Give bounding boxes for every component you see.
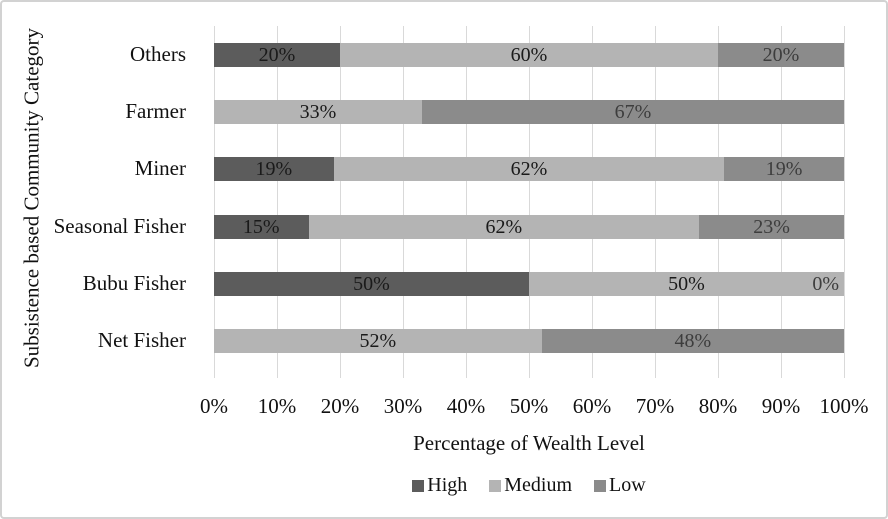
bar-segment-label: 15% [242,215,280,238]
legend-label: High [427,474,468,496]
bar-row: 0%33%67% [214,100,844,124]
bar-segment-label: 60% [510,43,548,66]
bar-segment-high: 20% [214,42,340,67]
legend: High Medium Low [214,474,844,497]
bar-row: 0%52%48% [214,329,844,354]
gridline [844,26,845,370]
x-tick-label: 20% [320,394,360,418]
category-label: Farmer [125,99,186,123]
axis-tick [340,370,341,378]
x-tick-label: 0% [200,394,228,418]
category-label: Others [130,41,186,66]
bar-segment-medium: 52% [214,329,542,354]
bar-segment-label: 20% [258,43,296,66]
x-tick-label: 50% [509,394,549,418]
axis-tick [592,370,593,378]
bar-row: 15% 62% 23% [214,214,844,239]
category-label: Bubu Fisher [82,271,186,295]
category-label: Net Fisher [97,328,186,353]
legend-marker-icon [489,479,502,492]
bar-segment-high: 15% [214,214,309,239]
legend-marker-icon [594,479,607,492]
bar-segment-medium: 60% [340,42,718,67]
bar-segment-medium: 62% [333,157,725,182]
gridline [340,26,341,370]
bar-row: 20% 60% 20% [214,42,844,67]
bar-segment-label: 23% [753,215,790,238]
axis-tick [844,370,845,378]
legend-item-low: Low [594,474,646,497]
legend-label: Medium [504,474,573,496]
gridline [529,26,530,370]
bar-segment-medium: 62% [308,214,700,239]
bar-segment-label: 62% [510,158,548,181]
x-axis-tick-labels: 0% 10% 20% 30% 40% 50% 60% 70% 80% 90% 100% [200,394,869,420]
bar-segment-label: 33% [299,101,337,123]
axis-tick [529,370,530,378]
gridline [403,26,404,370]
axis-tick [718,370,719,378]
gridline [781,26,782,370]
axis-tick [655,370,656,378]
bar-segment-medium: 50% [529,272,844,296]
bar-segment-low: 23% [699,214,844,239]
bar-segment-high: 19% [214,157,334,182]
x-tick-label: 80% [698,394,738,418]
legend-item-high: High [412,474,467,497]
category-label: Miner [134,156,186,181]
x-axis-title: Percentage of Wealth Level [413,431,645,455]
x-tick-label: 70% [635,394,675,418]
bar-segment-high: 50% [214,272,529,296]
bar-segment-label: 52% [359,330,397,353]
gridline [214,26,215,370]
bar-segment-label: 62% [485,215,523,238]
bar-segment-label-zero: 0% [812,273,839,295]
bar-segment-low: 20% [718,42,844,67]
gridline [277,26,278,370]
bar-segment-medium: 33% [214,100,422,124]
axis-tick [277,370,278,378]
bar-segment-label: 67% [614,101,652,123]
x-tick-label: 100% [819,394,869,418]
x-tick-label: 90% [761,394,801,418]
bar-segment-label: 19% [765,158,803,181]
bar-segment-label: 48% [674,330,712,353]
x-tick-label: 30% [383,394,423,418]
category-axis-labels: Others Farmer Miner Seasonal Fisher Bubu Fis… [2,26,200,370]
bar-segment-label: 19% [255,158,293,181]
axis-tick [403,370,404,378]
bar-segment-label: 50% [668,273,705,295]
gridline [655,26,656,370]
bar-segment-label: 20% [762,43,800,66]
bar-row: 19% 62% 19% [214,157,844,182]
x-tick-label: 60% [572,394,612,418]
gridline [718,26,719,370]
bar-segment-low: 19% [724,157,844,182]
axis-tick [466,370,467,378]
bar-segment-low: 48% [541,329,844,354]
axis-tick [214,370,215,378]
legend-label: Low [609,474,646,496]
category-label: Seasonal Fisher [53,213,186,238]
x-tick-label: 40% [446,394,486,418]
x-tick-label: 10% [257,394,297,418]
gridline [466,26,467,370]
bar-segment-label: 50% [353,273,390,295]
legend-item-medium: Medium [489,474,572,497]
bar-segment-low: 67% [421,100,844,124]
axis-tick [781,370,782,378]
plot-area: 20%60%20%0%33%67%19%62%19%15%62%23%50%50… [214,26,845,378]
bar-row: 50% 50% 0% [214,272,844,296]
gridline [592,26,593,370]
legend-marker-icon [412,479,425,492]
